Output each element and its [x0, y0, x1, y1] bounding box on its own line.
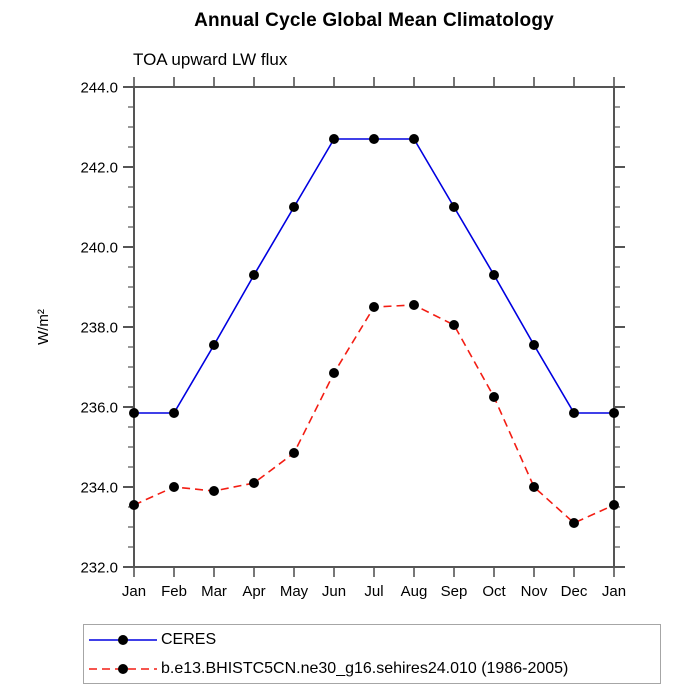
x-tick-label: Jun	[322, 583, 346, 600]
series-0-marker	[409, 134, 419, 144]
y-tick-label: 238.0	[80, 319, 118, 336]
x-tick-label: May	[280, 583, 309, 600]
y-axis-title: W/m²	[35, 309, 52, 345]
plot-area: Jan Feb Mar Apr May Jun Jul Aug Sep Oct Nov Dec Jan2…	[35, 77, 626, 600]
x-tick-label: Mar	[201, 583, 227, 600]
series-0-marker	[129, 408, 139, 418]
series-1-marker	[209, 486, 219, 496]
y-tick-label: 244.0	[80, 79, 118, 96]
series-1-marker	[129, 500, 139, 510]
x-tick-label: Dec	[561, 583, 588, 600]
series-1-marker	[249, 478, 259, 488]
series-1-marker	[329, 368, 339, 378]
series-1-marker	[569, 518, 579, 528]
chart-title: Annual Cycle Global Mean Climatology	[194, 10, 554, 31]
series-0-marker	[569, 408, 579, 418]
x-tick-label: Nov	[521, 583, 548, 600]
y-tick-label: 236.0	[80, 399, 118, 416]
x-tick-label: Oct	[482, 583, 506, 600]
y-tick-label: 232.0	[80, 559, 118, 576]
legend-row-0: CERES	[88, 625, 660, 654]
legend-box: CERES b.e13.BHISTC5CN.ne30_g16.sehires24.…	[83, 624, 661, 684]
x-tick-label: Jul	[364, 583, 383, 600]
series-0-marker	[209, 340, 219, 350]
y-tick-label: 234.0	[80, 479, 118, 496]
legend-line-sample	[89, 663, 157, 674]
series-0-marker	[609, 408, 619, 418]
series-0-marker	[169, 408, 179, 418]
chart-subtitle: TOA upward LW flux	[133, 50, 288, 69]
y-tick-label: 242.0	[80, 159, 118, 176]
legend-label-1: b.e13.BHISTC5CN.ne30_g16.sehires24.010 (…	[161, 659, 569, 677]
series-1-marker	[609, 500, 619, 510]
x-tick-label: Jan	[122, 583, 146, 600]
series-0-marker	[529, 340, 539, 350]
series-1-marker	[169, 482, 179, 492]
x-tick-label: Jan	[602, 583, 626, 600]
y-tick-label: 240.0	[80, 239, 118, 256]
series-line-0	[134, 138, 614, 414]
series-1-marker	[489, 392, 499, 402]
series-0-marker	[369, 134, 379, 144]
series-0-marker	[249, 270, 259, 280]
series-0-marker	[289, 202, 299, 212]
legend-line-sample	[89, 634, 157, 645]
series-0-marker	[449, 202, 459, 212]
series-line-1	[133, 304, 615, 524]
series-0-marker	[329, 134, 339, 144]
series-1-marker	[369, 302, 379, 312]
legend-label-0: CERES	[161, 630, 217, 648]
series-1-marker	[409, 300, 419, 310]
series-1-marker	[449, 320, 459, 330]
x-tick-label: Aug	[401, 583, 428, 600]
series-1-marker	[289, 448, 299, 458]
x-tick-label: Apr	[242, 583, 265, 600]
legend-marker-dot	[118, 663, 128, 674]
x-tick-label: Sep	[441, 583, 468, 600]
series-0-marker	[489, 270, 499, 280]
legend-marker-dot	[118, 634, 128, 645]
legend-row-1: b.e13.BHISTC5CN.ne30_g16.sehires24.010 (…	[88, 654, 660, 683]
x-tick-label: Feb	[161, 583, 187, 600]
series-1-marker	[529, 482, 539, 492]
